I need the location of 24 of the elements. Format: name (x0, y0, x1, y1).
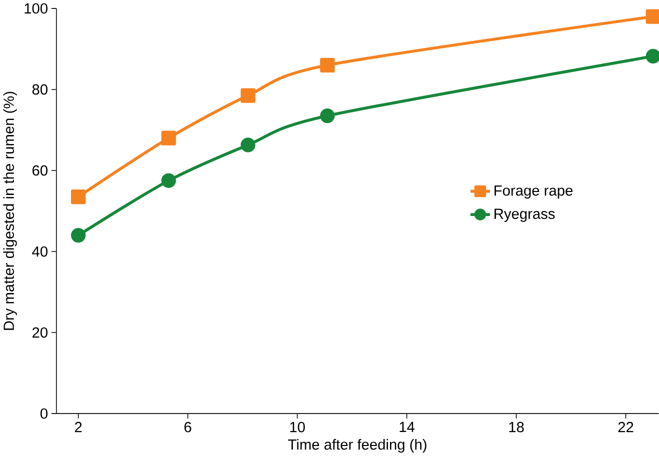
y-tick-label: 100 (24, 3, 48, 14)
y-tick-label: 60 (32, 165, 48, 176)
point (161, 130, 176, 146)
point (70, 190, 86, 204)
point (161, 173, 176, 188)
x-tick-label: 10 (290, 422, 305, 432)
legend-label: Ryegrass (494, 208, 555, 222)
x-tick-label: 2 (74, 422, 82, 432)
point (320, 108, 335, 124)
point (240, 138, 256, 152)
x-axis-title: Time after feeding (h) (288, 439, 426, 453)
x-tick-label: 18 (509, 422, 524, 432)
y-axis-title: Dry matter digested in the rumen (%) (3, 92, 17, 330)
x-tick-label: 14 (400, 422, 414, 432)
point (320, 58, 335, 73)
y-tick-label: 80 (32, 84, 48, 95)
legend-label: Forage rape (494, 186, 573, 199)
x-tick-label: 22 (618, 422, 634, 432)
y-tick-label: 20 (32, 327, 48, 338)
y-tick-label: 40 (32, 246, 48, 257)
x-tick-label: 6 (184, 422, 192, 432)
point (70, 228, 86, 243)
point (240, 88, 256, 103)
y-tick-label: 0 (40, 408, 48, 419)
